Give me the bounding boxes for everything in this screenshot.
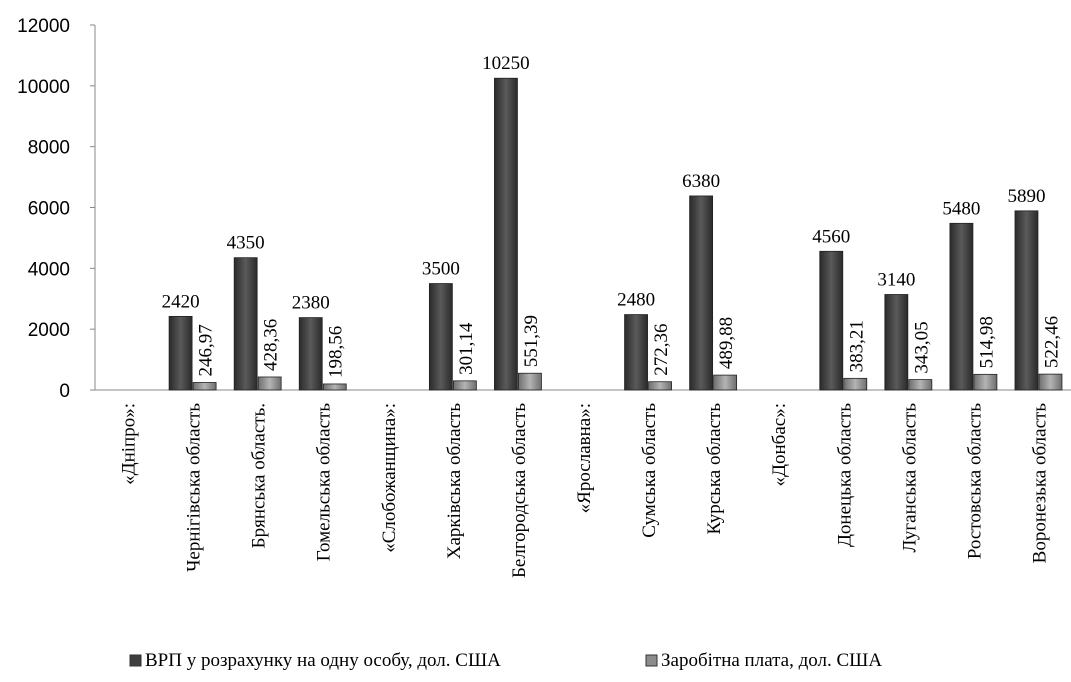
salary-value-label: 522,46: [1041, 316, 1062, 368]
bars-group: [168, 77, 1063, 391]
gdp-value-label: 5890: [1007, 186, 1045, 207]
category-label: Луганська область: [899, 403, 920, 553]
salary-value-label: 198,56: [326, 326, 347, 378]
salary-bar: [257, 376, 282, 391]
gdp-value-label: 6380: [682, 171, 720, 192]
salary-value-label: 514,98: [976, 316, 997, 368]
salary-value-label: 489,88: [716, 317, 737, 369]
gdp-value-label: 4350: [227, 233, 265, 254]
y-tick-label: 12000: [17, 16, 70, 37]
gdp-bar: [689, 195, 714, 391]
gdp-value-label: 2480: [617, 290, 655, 311]
category-label: Воронезька область: [1029, 403, 1050, 564]
gdp-value-label: 3500: [422, 259, 460, 280]
category-label: «Слобожанщина»:: [379, 403, 400, 553]
category-label: Брянська область.: [249, 403, 270, 548]
salary-bar: [648, 381, 672, 391]
salary-value-label: 343,05: [911, 321, 932, 373]
salary-value-label: 428,36: [261, 319, 282, 371]
gdp-value-label: 4560: [812, 226, 850, 247]
salary-value-label: 551,39: [521, 315, 542, 367]
salary-bar: [322, 383, 347, 391]
y-tick-label: 0: [59, 381, 70, 402]
category-label: «Ярославна»:: [574, 403, 595, 513]
y-tick-label: 8000: [28, 138, 70, 159]
category-label: Чернігівська область: [184, 403, 205, 572]
category-label: «Дніпро»:: [119, 403, 140, 485]
gdp-bar: [428, 283, 453, 391]
legend: ВРП у розрахунку на одну особу, дол. США…: [129, 650, 882, 671]
category-label: Ростовська область: [964, 403, 985, 559]
gdp-value-label: 5480: [942, 198, 980, 219]
salary-bar: [843, 377, 868, 391]
salary-value-label: 301,14: [456, 322, 477, 375]
salary-bar: [908, 379, 933, 391]
category-label: Гомельська область: [314, 403, 335, 562]
y-tick-label: 4000: [28, 259, 70, 280]
gdp-bar: [624, 314, 648, 391]
gdp-bar: [884, 294, 909, 391]
category-label: Харківська область: [444, 403, 465, 560]
salary-value-label: 383,21: [846, 320, 867, 372]
gdp-bar: [298, 317, 323, 391]
gdp-value-label: 10250: [482, 53, 530, 74]
gdp-bar: [168, 315, 193, 391]
legend-label-gdp: ВРП у розрахунку на одну особу, дол. США: [145, 650, 501, 671]
salary-bar: [518, 372, 542, 391]
salary-bar: [713, 374, 738, 391]
legend-swatch-salary: [645, 654, 658, 667]
salary-bar: [973, 373, 998, 391]
salary-value-label: 272,36: [651, 323, 672, 375]
salary-value-label: 246,97: [196, 324, 217, 376]
category-labels-group: «Дніпро»: Чернігівська область Брянська об…: [119, 403, 1051, 578]
gdp-bar: [819, 250, 844, 391]
y-tick-label: 6000: [28, 199, 70, 220]
legend-swatch-gdp: [129, 654, 142, 667]
value-labels-group: 2420 246,97 4350 428,36 2380 198,56 3500 301,14…: [162, 53, 1063, 378]
gdp-bar: [1014, 210, 1039, 391]
y-axis-tick-labels: 0 2000 4000 6000 8000 10000 12000: [17, 16, 95, 402]
gdp-value-label: 2380: [292, 293, 330, 314]
salary-bar: [1038, 373, 1063, 391]
salary-bar: [452, 380, 477, 391]
gdp-value-label: 2420: [162, 291, 200, 312]
category-label: Сумська область: [639, 403, 660, 538]
category-label: «Донбас»:: [769, 403, 790, 486]
gdp-bar: [949, 222, 974, 391]
gdp-bar: [494, 77, 518, 391]
y-tick-label: 10000: [17, 77, 70, 98]
category-label: Курська область: [704, 403, 725, 535]
y-tick-label: 2000: [28, 320, 70, 341]
salary-bar: [192, 382, 217, 391]
gdp-bar: [233, 257, 258, 391]
legend-label-salary: Заробітна плата, дол. США: [661, 650, 882, 671]
category-label: Белгородська область: [509, 403, 530, 578]
gdp-value-label: 3140: [877, 269, 915, 290]
category-label: Донецька область: [834, 403, 855, 547]
